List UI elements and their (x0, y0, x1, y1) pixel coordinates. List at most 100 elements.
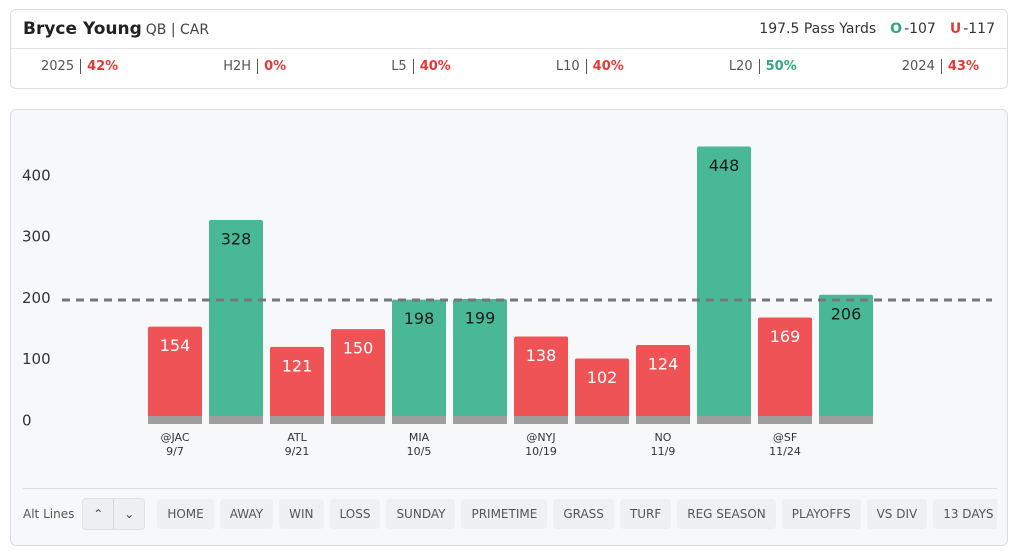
bar (331, 329, 385, 424)
bar (453, 299, 507, 424)
y-tick-label: 300 (22, 228, 51, 246)
x-tick-date: 9/7 (166, 445, 184, 458)
x-tick-date: 9/21 (285, 445, 310, 458)
bar-value-label: 102 (587, 368, 618, 387)
under-odds[interactable]: -117 (963, 21, 995, 37)
stat: 2024 43% (901, 59, 979, 74)
x-tick-label: @JAC (160, 431, 189, 444)
bar-value-label: 328 (221, 230, 252, 249)
bar (392, 299, 446, 424)
bar-base (636, 416, 690, 424)
x-tick-label: NO (655, 431, 672, 444)
bar-base (575, 416, 629, 424)
down-button[interactable]: ⌄ (113, 499, 144, 529)
stat-label: L20 (728, 59, 760, 74)
alt-lines-stepper: ⌃ ⌄ (82, 498, 146, 530)
x-tick-date: 10/19 (525, 445, 557, 458)
bar-value-label: 150 (343, 339, 374, 358)
x-tick-date: 11/24 (769, 445, 801, 458)
filter-button[interactable]: 13 DAYS REST (933, 499, 997, 529)
bar-value-label: 448 (709, 156, 740, 175)
bar-base (392, 416, 446, 424)
stat-label: 2025 (41, 59, 82, 74)
bar (697, 146, 751, 425)
bar-base (148, 416, 202, 424)
filter-button[interactable]: LOSS (329, 499, 381, 529)
x-tick-label: @NYJ (526, 431, 555, 444)
stat: L5 40% (391, 59, 451, 74)
bar-value-label: 198 (404, 309, 435, 328)
bar-value-label: 169 (770, 327, 801, 346)
odds: 197.5 Pass Yards O -107 U -117 (759, 21, 995, 37)
alt-lines-label: Alt Lines (23, 507, 75, 521)
filter-button[interactable]: TURF (619, 499, 672, 529)
player-name: Bryce Young (23, 19, 142, 39)
stat: 2025 42% (41, 59, 118, 74)
bar-base (453, 416, 507, 424)
x-tick-label: ATL (287, 431, 307, 444)
title: Bryce Young QB | CAR (23, 19, 209, 39)
bar-base (270, 416, 324, 424)
stat: L10 40% (555, 59, 624, 74)
filter-button[interactable]: VS DIV (866, 499, 928, 529)
filter-button[interactable]: HOME (157, 499, 214, 529)
bar (270, 346, 324, 424)
stat-label: L5 (391, 59, 414, 74)
filter-button[interactable]: PRIMETIME (461, 499, 548, 529)
bar (819, 294, 873, 424)
stats-row: 2025 42% H2H 0% L5 40% L10 40% L20 50% 2024 43% (41, 59, 979, 74)
bar (148, 326, 202, 424)
x-tick-date: 10/5 (407, 445, 432, 458)
stat-value: 43% (947, 59, 979, 74)
bar-value-label: 138 (526, 346, 557, 365)
stat: H2H 0% (223, 59, 286, 74)
bar-value-label: 154 (160, 336, 191, 355)
prop-line: 197.5 Pass Yards (759, 21, 877, 37)
bar-value-label: 199 (465, 309, 496, 328)
up-button[interactable]: ⌃ (93, 507, 104, 521)
bar-base (331, 416, 385, 424)
bar-value-label: 121 (282, 356, 313, 375)
y-tick-label: 400 (22, 166, 51, 184)
filter-button[interactable]: WIN (279, 499, 324, 529)
stat-value: 42% (87, 59, 119, 74)
filter-button[interactable]: SUNDAY (386, 499, 456, 529)
over-odds[interactable]: -107 (904, 21, 936, 37)
stat-value: 40% (592, 59, 624, 74)
bar (209, 220, 263, 424)
filter-button[interactable]: PLAYOFFS (781, 499, 861, 529)
y-tick-label: 100 (22, 350, 51, 368)
bar (636, 345, 690, 424)
stat-value: 50% (765, 59, 797, 74)
divider (11, 48, 1007, 49)
filter-button[interactable]: REG SEASON (677, 499, 776, 529)
bar (575, 358, 629, 424)
bar-base (697, 416, 751, 424)
x-tick-label: @SF (773, 431, 797, 444)
stat: L20 50% (728, 59, 797, 74)
stat-label: H2H (223, 59, 259, 74)
stat-label: 2024 (901, 59, 942, 74)
bar-value-label: 206 (831, 304, 862, 323)
y-tick-label: 200 (22, 289, 51, 307)
bar-base (514, 416, 568, 424)
x-tick-date: 11/9 (651, 445, 676, 458)
stat-label: L10 (555, 59, 587, 74)
bar (514, 336, 568, 424)
bar-base (758, 416, 812, 424)
x-tick-label: MIA (409, 431, 430, 444)
stat-value: 40% (419, 59, 451, 74)
filter-bar: Alt Lines ⌃ ⌄ HOME AWAY WIN LOSS SUNDAY PRIMET… (23, 488, 997, 539)
bar-base (209, 416, 263, 424)
bar (758, 317, 812, 424)
filter-button[interactable]: AWAY (219, 499, 274, 529)
y-tick-label: 0 (22, 412, 32, 430)
under-label: U (949, 21, 962, 37)
bar-base (819, 416, 873, 424)
filter-button[interactable]: GRASS (553, 499, 614, 529)
stat-value: 0% (264, 59, 287, 74)
over-label: O (890, 21, 903, 37)
bar-value-label: 124 (648, 355, 679, 374)
